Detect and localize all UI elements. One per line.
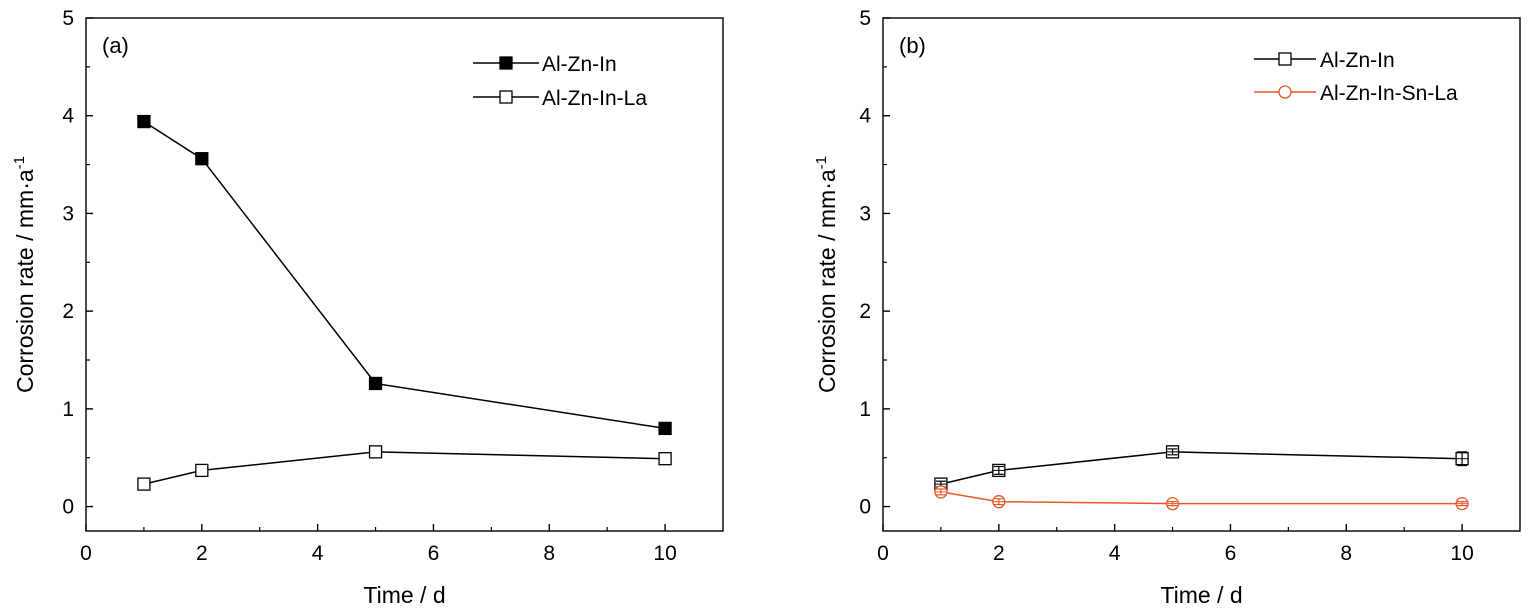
panel-label: (a) <box>102 33 129 58</box>
x-tick-label: 10 <box>653 542 676 565</box>
y-axis-title-text: Corrosion rate / mm·a <box>814 169 840 393</box>
x-tick-label: 0 <box>80 542 92 565</box>
series-al-zn-in-sn-la <box>934 485 1469 511</box>
legend-marker <box>499 90 513 104</box>
y-tick-label: 0 <box>62 496 74 519</box>
x-axis-title: Time / d <box>363 582 445 608</box>
legend-label: Al-Zn-In-La <box>542 87 647 110</box>
y-tick-label: 1 <box>62 398 74 421</box>
legend-item: Al-Zn-In-Sn-La <box>1254 82 1458 105</box>
plot-frame <box>882 17 1521 532</box>
data-point <box>658 421 672 436</box>
legend-item: Al-Zn-In <box>473 53 617 76</box>
y-axis-title-superscript: -1 <box>813 156 830 169</box>
legend-label: Al-Zn-In <box>542 53 617 76</box>
data-point <box>195 152 209 166</box>
legend-item: Al-Zn-In <box>1254 49 1395 72</box>
data-point <box>658 452 672 466</box>
x-axis-title: Time / d <box>1160 582 1242 608</box>
y-axis-title: Corrosion rate / mm·a-1 <box>813 156 840 393</box>
y-tick-label: 2 <box>62 300 74 323</box>
data-point <box>368 376 383 391</box>
series-al-zn-in <box>137 114 672 436</box>
y-tick-label: 5 <box>859 7 871 30</box>
legend-marker <box>1278 85 1292 99</box>
y-axis-title-text: Corrosion rate / mm·a <box>12 169 38 393</box>
panel-label: (b) <box>899 33 926 58</box>
x-tick-label: 2 <box>196 542 208 565</box>
series-al-zn-in <box>934 445 1469 491</box>
x-tick-label: 4 <box>312 542 324 565</box>
x-tick-label: 2 <box>993 542 1005 565</box>
y-axis-title-superscript: -1 <box>11 156 28 169</box>
data-point <box>195 463 209 478</box>
y-tick-label: 3 <box>859 202 871 225</box>
data-point <box>137 477 151 491</box>
x-tick-label: 8 <box>1340 542 1352 565</box>
y-axis-title: Corrosion rate / mm·a-1 <box>11 156 38 393</box>
y-tick-label: 5 <box>62 7 74 30</box>
data-point <box>368 445 383 459</box>
x-tick-label: 4 <box>1109 542 1121 565</box>
y-tick-label: 0 <box>859 496 871 519</box>
data-point <box>137 114 151 129</box>
y-tick-label: 1 <box>859 398 871 421</box>
legend-label: Al-Zn-In <box>1320 49 1395 72</box>
series-al-zn-in-la <box>137 445 672 491</box>
legend-label: Al-Zn-In-Sn-La <box>1320 82 1458 105</box>
chart-panel-b: 0 2 4 6 8 10 0 1 2 3 4 5 Time / d Corrosion rate / mm… <box>813 7 1521 608</box>
y-tick-label: 4 <box>62 105 74 128</box>
series-line <box>940 491 1463 505</box>
chart-panel-a: 0 2 4 6 8 10 0 1 2 3 4 5 Time / d Corrosion rate / mm… <box>11 7 724 608</box>
plot-frame <box>85 17 724 532</box>
legend-marker <box>499 56 513 70</box>
y-tick-label: 2 <box>859 300 871 323</box>
legend-item: Al-Zn-In-La <box>473 87 647 110</box>
x-tick-label: 8 <box>543 542 555 565</box>
y-tick-label: 3 <box>62 202 74 225</box>
series-line <box>143 120 666 430</box>
x-tick-label: 6 <box>1225 542 1237 565</box>
y-tick-label: 4 <box>859 105 871 128</box>
x-tick-label: 10 <box>1450 542 1473 565</box>
series-line <box>940 451 1463 485</box>
x-tick-label: 6 <box>428 542 440 565</box>
legend-marker <box>1278 52 1292 66</box>
x-tick-label: 0 <box>877 542 889 565</box>
series-line <box>143 451 666 485</box>
